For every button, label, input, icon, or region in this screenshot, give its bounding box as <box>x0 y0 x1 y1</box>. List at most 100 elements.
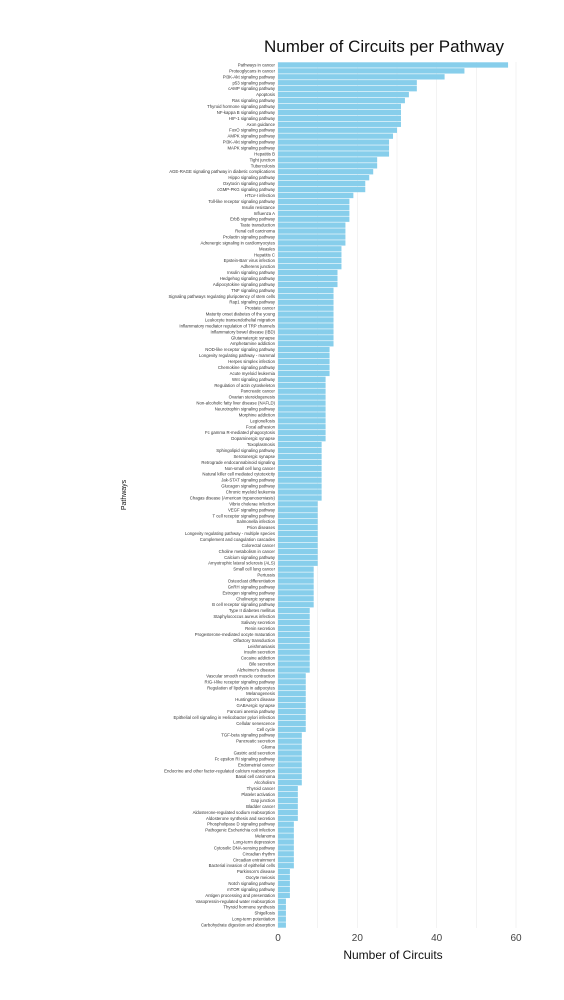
bar <box>278 714 306 721</box>
bar <box>278 269 338 276</box>
bar <box>278 370 330 377</box>
category-label: p53 signaling pathway <box>232 80 275 85</box>
bar <box>278 584 314 590</box>
category-label: Amyotrophic lateral sclerosis (ALS) <box>208 561 275 566</box>
category-label: Regulation of lipolysis in adipocytes <box>207 685 275 690</box>
category-label: Melanogenesis <box>246 691 275 696</box>
category-label: Inflammatory bowel disease (IBD) <box>211 329 276 334</box>
bar <box>278 293 334 299</box>
category-label: Thyroid hormone synthesis <box>223 905 275 910</box>
bar <box>278 347 330 353</box>
bar <box>278 679 306 685</box>
category-label: Chronic myeloid leukemia <box>226 490 276 495</box>
bar <box>278 281 338 288</box>
category-label: Long-term depression <box>233 839 275 844</box>
bar <box>278 607 310 614</box>
category-label: Bladder cancer <box>246 804 275 809</box>
bar <box>278 536 318 543</box>
bar <box>278 809 298 816</box>
category-label: Endocrine and other factor-regulated cal… <box>164 768 275 773</box>
category-label: Gastric acid secretion <box>234 751 276 756</box>
bar <box>278 554 318 560</box>
category-label: Chagas disease (American trypanosomiasis… <box>190 495 276 500</box>
bar <box>278 376 326 383</box>
bar <box>278 198 350 205</box>
bar <box>278 732 302 738</box>
bar <box>278 62 509 68</box>
bar <box>278 495 322 501</box>
category-label: Sphingolipid signaling pathway <box>216 448 276 453</box>
bar <box>278 507 318 513</box>
bar <box>278 566 314 572</box>
category-label: Endometrial cancer <box>238 762 276 767</box>
bar <box>278 874 290 881</box>
bar <box>278 851 294 857</box>
category-label: Choline metabolism in cancer <box>219 549 276 554</box>
category-label: Circadian rhythm <box>243 851 276 856</box>
bar <box>278 702 306 709</box>
category-label: Chemokine signaling pathway <box>218 365 276 370</box>
bar <box>278 845 294 851</box>
category-label: TNF signaling pathway <box>231 288 276 293</box>
x-tick-labels: 0 20 40 60 <box>275 933 522 944</box>
category-label: Leukocyte transendothelial migration <box>205 318 276 323</box>
bar <box>278 643 310 649</box>
bar <box>278 863 294 869</box>
bar <box>278 406 326 412</box>
bar <box>278 596 314 602</box>
bar <box>278 750 302 756</box>
category-label: Oocyte meiosis <box>246 875 275 880</box>
category-label: GnRH signaling pathway <box>228 584 276 589</box>
bar <box>278 590 314 596</box>
category-label: ErbB signaling pathway <box>230 217 276 222</box>
category-label: B cell receptor signaling pathway <box>212 602 276 607</box>
category-label: Non-alcoholic fatty liver disease (NAFLD… <box>196 401 275 406</box>
bar <box>278 180 366 187</box>
category-label: Acute myeloid leukemia <box>230 371 276 376</box>
category-label: Parkinson's disease <box>237 869 276 874</box>
category-label: Prolactin signaling pathway <box>223 234 276 239</box>
category-label: Toll-like receptor signaling pathway <box>208 199 275 204</box>
bar <box>278 471 322 477</box>
category-label: Neurotrophin signaling pathway <box>215 406 276 411</box>
category-label: Tuberculosis <box>251 163 275 168</box>
bar <box>278 857 294 863</box>
category-label: Oxytocin signaling pathway <box>223 181 276 186</box>
category-label: Ras signaling pathway <box>232 98 276 103</box>
bar <box>278 400 326 406</box>
bar <box>278 86 417 92</box>
category-label: Hippo signaling pathway <box>228 175 275 180</box>
category-label: cAMP signaling pathway <box>228 86 276 91</box>
category-label: Hepatitis B <box>254 151 275 156</box>
bar <box>278 68 465 74</box>
bar <box>278 696 306 703</box>
bar <box>278 109 401 116</box>
category-label: Cytosolic DNA-sensing pathway <box>214 845 276 850</box>
category-label: Huntington's disease <box>235 697 275 702</box>
category-label: Insulin resistance <box>242 205 276 210</box>
category-label: FoxO signaling pathway <box>229 128 276 133</box>
bar <box>278 886 290 893</box>
bar <box>278 169 374 175</box>
bar <box>278 560 318 566</box>
category-label: Basal cell carcinoma <box>236 774 276 779</box>
bar <box>278 655 310 661</box>
category-label: Colorectal cancer <box>242 543 276 548</box>
bar <box>278 898 286 904</box>
category-label: Ovarian steroidogenesis <box>229 395 275 400</box>
x-axis-label: Number of Circuits <box>343 948 442 962</box>
category-label: Regulation of actin cytoskeleton <box>214 383 275 388</box>
category-label: Adipocytokine signaling pathway <box>213 282 276 287</box>
category-label: Serotonergic synapse <box>233 454 275 459</box>
bar <box>278 465 322 471</box>
bar <box>278 352 330 359</box>
y-axis-label: Pathways <box>121 479 128 510</box>
category-label: Cellular senescence <box>236 721 275 726</box>
category-label: Legionellosis <box>250 418 275 423</box>
category-label: Phospholipase D signaling pathway <box>207 822 276 827</box>
category-label: Small cell lung cancer <box>233 567 275 572</box>
category-label: Bile secretion <box>249 662 275 667</box>
bar <box>278 708 306 715</box>
bar <box>278 216 350 222</box>
